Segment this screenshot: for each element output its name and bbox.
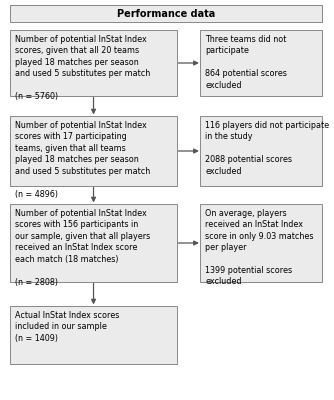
Text: Performance data: Performance data	[117, 9, 215, 18]
FancyBboxPatch shape	[10, 5, 322, 22]
FancyBboxPatch shape	[10, 30, 177, 96]
Text: 116 players did not participate
in the study

2088 potential scores
excluded: 116 players did not participate in the s…	[205, 121, 330, 176]
FancyBboxPatch shape	[200, 116, 322, 186]
Text: Number of potential InStat Index
scores, given that all 20 teams
played 18 match: Number of potential InStat Index scores,…	[15, 35, 150, 101]
FancyBboxPatch shape	[10, 116, 177, 186]
FancyBboxPatch shape	[200, 204, 322, 282]
Text: Number of potential InStat Index
scores with 17 participating
teams, given that : Number of potential InStat Index scores …	[15, 121, 150, 198]
Text: On average, players
received an InStat Index
score in only 9.03 matches
per play: On average, players received an InStat I…	[205, 209, 314, 286]
Text: Actual InStat Index scores
included in our sample
(n = 1409): Actual InStat Index scores included in o…	[15, 311, 120, 343]
FancyBboxPatch shape	[200, 30, 322, 96]
FancyBboxPatch shape	[10, 204, 177, 282]
FancyBboxPatch shape	[10, 306, 177, 364]
Text: Number of potential InStat Index
scores with 156 participants in
our sample, giv: Number of potential InStat Index scores …	[15, 209, 150, 286]
Text: Three teams did not
participate

864 potential scores
excluded: Three teams did not participate 864 pote…	[205, 35, 287, 90]
